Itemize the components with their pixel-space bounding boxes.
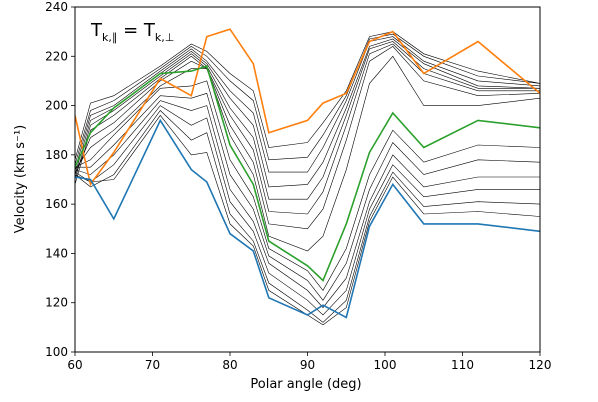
x-tick-label: 100 (374, 358, 397, 372)
y-tick-label: 220 (45, 49, 68, 63)
series-line-1 (75, 31, 540, 160)
series-line-9 (75, 65, 540, 282)
annotation-sub1: k,∥ (102, 31, 117, 44)
annotation-sub2: k,⊥ (155, 31, 174, 44)
series-line-11 (75, 92, 540, 301)
y-tick-label: 240 (45, 0, 68, 14)
y-tick-label: 200 (45, 99, 68, 113)
series-line-16 (75, 118, 540, 319)
x-axis-label: Polar angle (deg) (250, 377, 361, 392)
annotation-main: T (90, 20, 103, 41)
series-line-12 (75, 100, 540, 309)
series-layer (75, 28, 540, 326)
y-tick-label: 160 (45, 197, 68, 211)
x-tick-label: 80 (222, 358, 237, 372)
y-tick-label: 100 (45, 345, 68, 359)
series-line-15 (75, 114, 540, 326)
x-tick-label: 120 (529, 358, 552, 372)
y-axis-label: Velocity (km s⁻¹) (13, 125, 28, 233)
series-line-6 (75, 43, 540, 215)
series-line-2 (75, 33, 540, 165)
series-line-4 (75, 38, 540, 188)
series-line-8 (75, 55, 540, 252)
series-line-7 (75, 46, 540, 230)
x-tick-label: 60 (67, 358, 82, 372)
annotation-equals: = T (117, 20, 156, 41)
series-line-0 (75, 28, 540, 187)
chart-annotation: Tk,∥ = Tk,⊥ (90, 20, 174, 44)
series-line-13 (75, 105, 540, 316)
series-line-14 (75, 110, 540, 323)
x-tick-label: 110 (451, 358, 474, 372)
tick-layer: 60 70 80 90 100 110 120 100 120 140 160 180 200 220 24… (45, 0, 551, 372)
y-tick-label: 140 (45, 246, 68, 260)
y-tick-label: 180 (45, 148, 68, 162)
series-line-5 (75, 41, 540, 200)
y-tick-label: 120 (45, 296, 68, 310)
x-tick-label: 90 (300, 358, 315, 372)
x-tick-label: 70 (145, 358, 160, 372)
